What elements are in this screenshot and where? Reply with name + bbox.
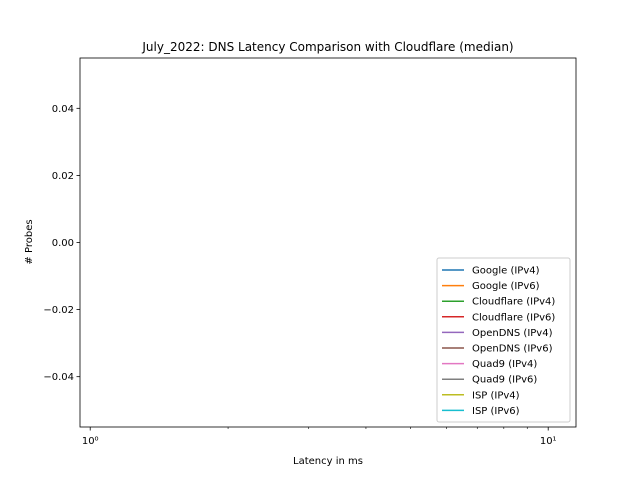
- y-tick-label: 0.04: [52, 104, 74, 115]
- chart-title: July_2022: DNS Latency Comparison with C…: [141, 40, 513, 54]
- y-tick-label: −0.04: [43, 372, 74, 383]
- legend-box: [436, 257, 571, 423]
- y-tick-label: 0.02: [52, 171, 74, 182]
- legend-label: Google (IPv4): [472, 266, 540, 277]
- legend-label: Google (IPv6): [472, 281, 540, 292]
- legend-label: Cloudflare (IPv6): [472, 312, 555, 323]
- legend-label: OpenDNS (IPv6): [472, 344, 553, 355]
- y-tick-label: 0.00: [52, 238, 74, 249]
- axis-ticks: 0.04 0.02 0.00 −0.02 −0.04 10⁰ 10¹: [43, 104, 556, 447]
- x-axis-label: Latency in ms: [293, 456, 363, 467]
- legend-label: Cloudflare (IPv4): [472, 297, 555, 308]
- y-axis-label: # Probes: [24, 219, 35, 264]
- legend-label: Quad9 (IPv4): [472, 359, 537, 370]
- x-tick-label: 10⁰: [82, 436, 99, 447]
- legend-label: ISP (IPv4): [472, 390, 520, 401]
- y-tick-label: −0.02: [43, 305, 74, 316]
- legend-label: Quad9 (IPv6): [472, 375, 537, 386]
- legend: Google (IPv4) Google (IPv6) Cloudflare (IP…: [436, 257, 571, 423]
- x-tick-label: 10¹: [540, 436, 557, 447]
- legend-label: OpenDNS (IPv4): [472, 328, 553, 339]
- legend-label: ISP (IPv6): [472, 406, 520, 417]
